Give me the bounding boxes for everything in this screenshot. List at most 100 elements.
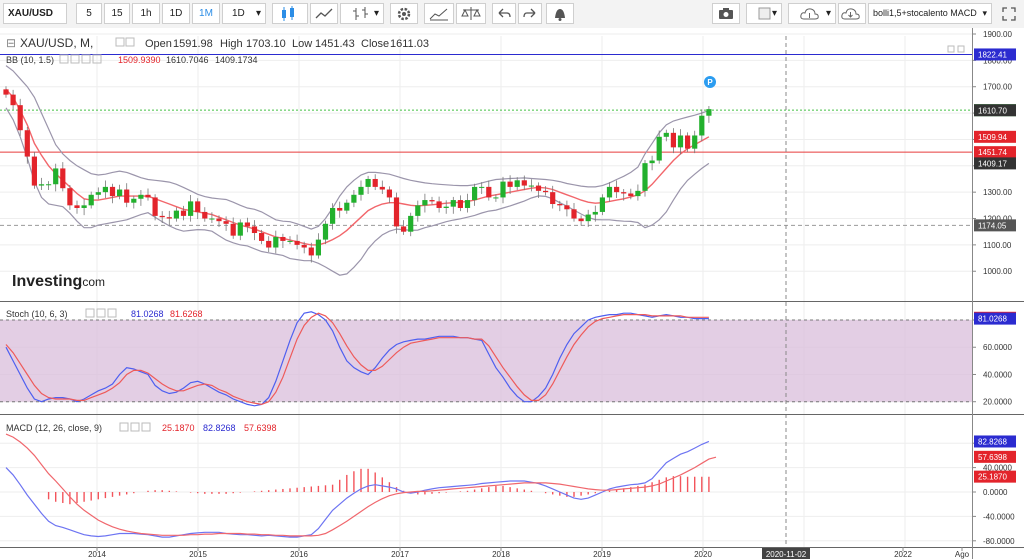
candle-body[interactable] (351, 194, 357, 203)
candle-body[interactable] (599, 197, 605, 212)
legend-tools[interactable] (85, 308, 117, 318)
candle-body[interactable] (166, 217, 172, 219)
candle-body[interactable] (521, 180, 527, 186)
candle-body[interactable] (17, 105, 23, 131)
candle-body[interactable] (408, 215, 414, 232)
candle-body[interactable] (472, 186, 478, 201)
candle-body[interactable] (344, 202, 350, 211)
interval-dropdown[interactable]: 1D ▾ (222, 3, 266, 24)
candle-body[interactable] (706, 109, 712, 116)
collapse-icon[interactable]: ⊟ (6, 36, 16, 50)
candle-body[interactable] (401, 226, 407, 232)
candle-body[interactable] (152, 197, 158, 216)
candle-body[interactable] (585, 214, 591, 222)
candle-body[interactable] (564, 205, 570, 210)
candle-body[interactable] (308, 247, 314, 256)
candle-body[interactable] (663, 132, 669, 137)
candle-body[interactable] (337, 207, 343, 211)
candle-body[interactable] (10, 94, 16, 106)
candle-body[interactable] (202, 211, 208, 219)
candle-body[interactable] (358, 186, 364, 195)
candle-body[interactable] (315, 239, 321, 256)
legend-tools[interactable] (119, 422, 151, 432)
interval-1h[interactable]: 1h (132, 3, 160, 24)
candle-body[interactable] (543, 190, 549, 193)
candle-body[interactable] (372, 178, 378, 187)
color-dropdown[interactable]: ▾ (746, 3, 782, 24)
candle-body[interactable] (415, 205, 421, 216)
candle-body[interactable] (628, 193, 634, 197)
candle-body[interactable] (60, 168, 66, 189)
candle-body[interactable] (550, 192, 556, 205)
candle-body[interactable] (124, 189, 130, 203)
symbol-input[interactable]: XAU/USD (3, 3, 67, 24)
candle-body[interactable] (450, 200, 456, 207)
candle-body[interactable] (209, 218, 215, 220)
candle-body[interactable] (280, 236, 286, 241)
candle-body[interactable] (109, 186, 116, 197)
candle-body[interactable] (379, 186, 385, 190)
candle-body[interactable] (3, 89, 9, 95)
candle-body[interactable] (436, 201, 442, 208)
candle-body[interactable] (173, 210, 179, 219)
candle-body[interactable] (699, 115, 705, 136)
candle-body[interactable] (635, 190, 641, 197)
candle-body[interactable] (88, 194, 94, 206)
candle-body[interactable] (571, 209, 577, 219)
legend-tools[interactable] (115, 37, 135, 47)
candle-body[interactable] (102, 186, 108, 193)
alert-button[interactable] (546, 3, 574, 24)
candle-body[interactable] (514, 180, 520, 187)
candle-body[interactable] (642, 163, 648, 191)
candle-body[interactable] (230, 223, 236, 236)
candle-body[interactable] (606, 186, 613, 198)
candle-body[interactable] (457, 200, 463, 208)
candle-body[interactable] (74, 205, 80, 208)
indicators-button[interactable] (310, 3, 338, 24)
candle-body[interactable] (259, 233, 265, 241)
candle-body[interactable] (266, 240, 272, 248)
template-dropdown[interactable]: bolli1,5+stocalento MACD ▾ (868, 3, 992, 24)
candle-body[interactable] (486, 186, 492, 198)
candle-body[interactable] (95, 192, 101, 195)
candle-body[interactable] (656, 136, 662, 161)
candle-body[interactable] (429, 200, 435, 202)
candle-body[interactable] (301, 244, 307, 248)
candle-body[interactable] (422, 200, 428, 206)
candle-body[interactable] (479, 186, 485, 188)
candle-body[interactable] (81, 205, 87, 208)
candle-body[interactable] (251, 226, 258, 234)
axis-square-icon[interactable] (947, 45, 955, 53)
axis-square-icon[interactable] (957, 45, 965, 53)
interval-1m[interactable]: 1M (192, 3, 220, 24)
candle-body[interactable] (67, 188, 73, 206)
candle-body[interactable] (188, 201, 194, 216)
candle-body[interactable] (195, 201, 201, 212)
candle-body[interactable] (237, 222, 243, 236)
candle-body[interactable] (685, 135, 691, 149)
candle-body[interactable] (557, 204, 563, 206)
load-cloud-button[interactable] (838, 3, 866, 24)
candle-body[interactable] (393, 197, 400, 227)
candle-body[interactable] (131, 198, 137, 203)
candle-body[interactable] (145, 194, 151, 198)
compare-button[interactable] (424, 3, 454, 24)
candle-body[interactable] (621, 192, 627, 194)
candle-body[interactable] (117, 189, 123, 197)
candle-body[interactable] (138, 194, 144, 199)
candle-body[interactable] (507, 181, 513, 187)
chart-area[interactable]: P 1900.001800.001700.001600.001500.00140… (0, 28, 1024, 559)
interval-15[interactable]: 15 (104, 3, 130, 24)
scale-button[interactable] (456, 3, 486, 24)
candle-body[interactable] (330, 207, 336, 224)
candle-body[interactable] (443, 206, 449, 208)
snapshot-button[interactable] (712, 3, 740, 24)
candle-body[interactable] (670, 132, 676, 148)
interval-1d[interactable]: 1D (162, 3, 190, 24)
redo-button[interactable] (518, 3, 542, 24)
candle-body[interactable] (38, 184, 45, 186)
candle-body[interactable] (692, 135, 698, 149)
candle-body[interactable] (614, 186, 620, 193)
candle-body[interactable] (649, 160, 655, 164)
interval-5[interactable]: 5 (76, 3, 102, 24)
